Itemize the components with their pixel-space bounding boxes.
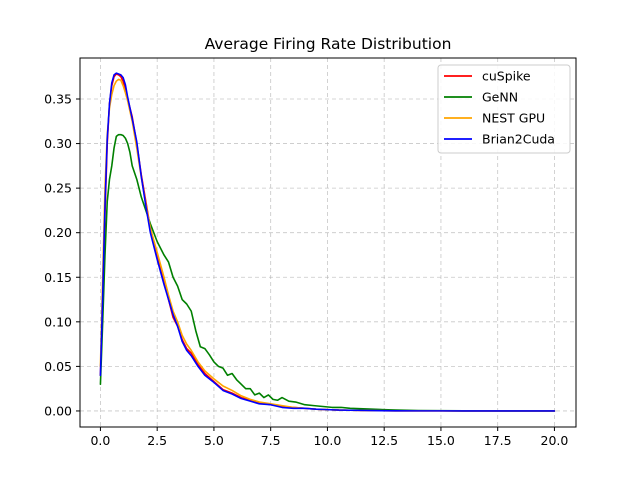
legend-label-brian2cuda: Brian2Cuda xyxy=(482,132,555,147)
legend: cuSpike GeNN NEST GPU Brian2Cuda xyxy=(437,64,571,154)
y-tick-label: 0.15 xyxy=(44,270,72,285)
x-tick-label: 2.5 xyxy=(147,433,167,448)
legend-label-cuspike: cuSpike xyxy=(482,69,531,84)
y-tick-label: 0.10 xyxy=(44,314,72,329)
plot-frame xyxy=(79,57,577,428)
y-tick-label: 0.25 xyxy=(44,181,72,196)
y-tick-label: 0.30 xyxy=(44,136,72,151)
x-tick-label: 5.0 xyxy=(204,433,224,448)
legend-label-genn: GeNN xyxy=(482,90,518,105)
series-line-genn xyxy=(99,133,556,412)
series-layer xyxy=(99,72,556,412)
x-tick-label: 17.5 xyxy=(484,433,512,448)
series-line-brian2cuda xyxy=(99,72,556,412)
y-tick-label: 0.35 xyxy=(44,92,72,107)
y-tick-label: 0.00 xyxy=(44,403,72,418)
legend-label-nest-gpu: NEST GPU xyxy=(482,111,545,126)
y-tick-label: 0.05 xyxy=(44,359,72,374)
x-tick-label: 12.5 xyxy=(370,433,398,448)
x-tick-label: 0.0 xyxy=(90,433,110,448)
y-tick-label: 0.20 xyxy=(44,225,72,240)
x-tick-label: 15.0 xyxy=(427,433,455,448)
chart-title: Average Firing Rate Distribution xyxy=(205,35,452,53)
x-axis: 0.0 2.5 5.0 7.5 10.0 12.5 15.0 17.5 20.0 xyxy=(90,427,568,448)
x-tick-label: 10.0 xyxy=(314,433,342,448)
x-tick-label: 20.0 xyxy=(541,433,569,448)
x-tick-label: 7.5 xyxy=(261,433,281,448)
y-axis: 0.00 0.05 0.10 0.15 0.20 0.25 0.30 0.35 xyxy=(44,92,80,418)
legend-box xyxy=(437,64,571,154)
